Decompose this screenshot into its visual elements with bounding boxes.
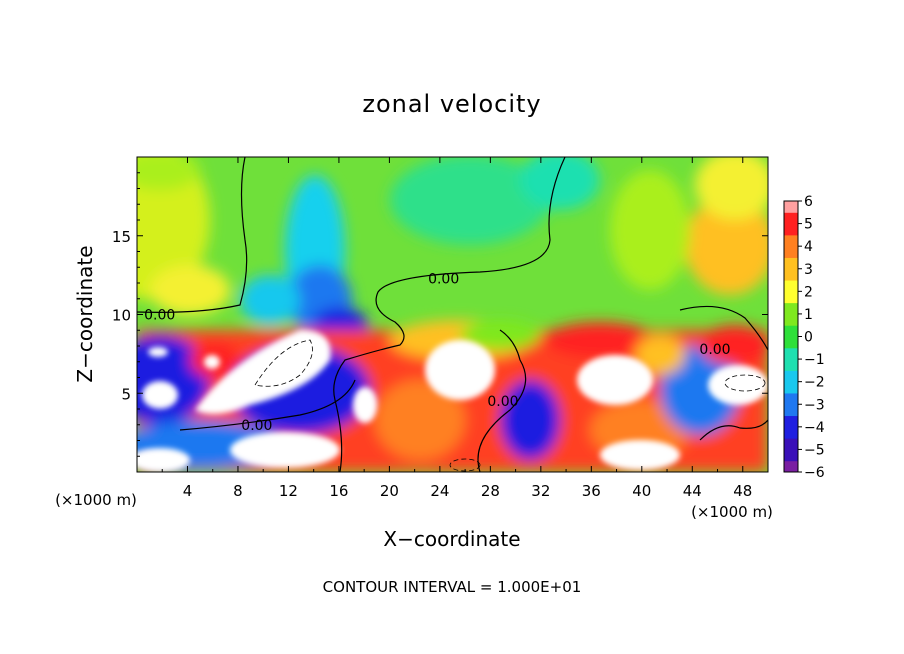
contour-label: 0.00	[699, 342, 730, 358]
colorbar-swatch	[784, 234, 798, 258]
colorbar-swatch	[784, 257, 798, 281]
x-unit-left: (×1000 m)	[55, 491, 137, 509]
x-tick-label: 8	[233, 482, 243, 500]
y-tick-label: 10	[112, 307, 131, 325]
contour-label: 0.00	[428, 271, 459, 287]
colorbar-swatch	[784, 415, 798, 439]
colorbar-label: 5	[804, 217, 813, 233]
x-tick-label: 36	[582, 482, 601, 500]
colorbar-swatch	[784, 460, 798, 473]
x-tick-label: 4	[183, 482, 193, 500]
heatmap-field	[137, 157, 768, 472]
x-axis: 4 8 12 16 20 24 28 32 36 40 44 48	[161, 157, 752, 500]
x-tick-label: 16	[329, 482, 348, 500]
colorbar-label: 0	[804, 330, 813, 346]
x-tick-label: 28	[481, 482, 500, 500]
colorbar-swatch	[784, 325, 798, 349]
colorbar-label: −3	[804, 397, 825, 413]
colorbar-label: 4	[804, 239, 813, 255]
chart-title: zonal velocity	[362, 90, 541, 118]
x-axis-label: X−coordinate	[383, 527, 520, 551]
y-axis: 5 10 15	[112, 172, 768, 457]
contour-label: 0.00	[241, 418, 272, 434]
x-tick-label: 24	[430, 482, 449, 500]
y-axis-label: Z−coordinate	[73, 245, 97, 382]
contour-label: 0.00	[144, 308, 175, 324]
colorbar-label: 6	[804, 194, 813, 210]
colorbar-label: 3	[804, 262, 813, 278]
colorbar-swatch	[784, 212, 798, 236]
colorbar-label: 1	[804, 307, 813, 323]
y-tick-label: 15	[112, 228, 131, 246]
x-tick-label: 40	[632, 482, 651, 500]
x-tick-label: 20	[380, 482, 399, 500]
colorbar-swatch	[784, 347, 798, 371]
colorbar: −6 −5 −4 −3 −2 −1 0 1 2 3 4 5 6	[783, 194, 825, 481]
colorbar-swatch	[784, 438, 798, 462]
colorbar-label: 2	[804, 284, 813, 300]
contour-label: 0.00	[487, 394, 518, 410]
colorbar-label: −1	[804, 352, 825, 368]
colorbar-swatch	[784, 201, 798, 213]
x-unit-right: (×1000 m)	[691, 503, 773, 521]
x-tick-label: 12	[279, 482, 298, 500]
colorbar-swatch	[784, 392, 798, 417]
colorbar-swatch	[784, 280, 798, 304]
contour-labels: 0.00 0.00 0.00 0.00 0.00	[144, 271, 730, 433]
colorbar-swatch	[784, 302, 798, 326]
x-tick-label: 32	[531, 482, 550, 500]
x-tick-label: 44	[683, 482, 702, 500]
colorbar-label: −2	[804, 375, 825, 391]
colorbar-swatch	[784, 370, 798, 394]
colorbar-label: −4	[804, 420, 825, 436]
y-tick-label: 5	[121, 385, 131, 403]
colorbar-label: −6	[804, 465, 825, 481]
contour-interval-footer: CONTOUR INTERVAL = 1.000E+01	[323, 578, 582, 596]
x-tick-label: 48	[733, 482, 752, 500]
colorbar-label: −5	[804, 442, 825, 458]
